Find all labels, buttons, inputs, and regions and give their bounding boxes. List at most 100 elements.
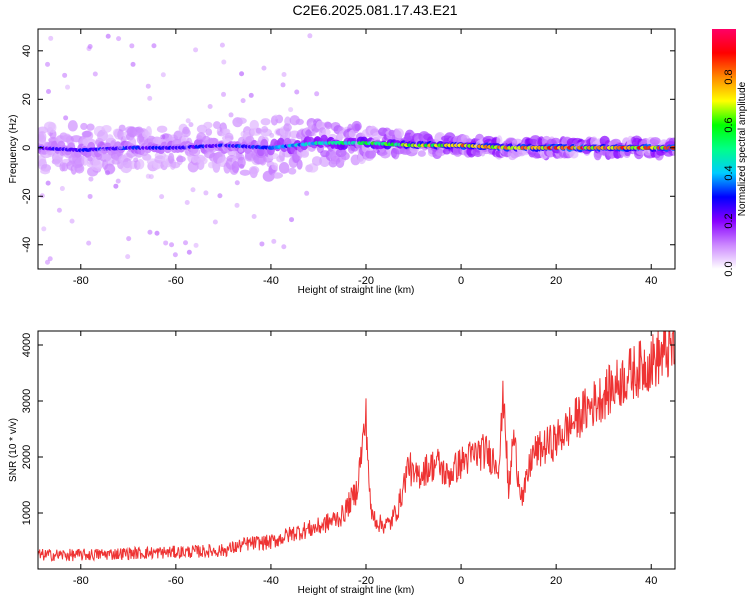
spectrogram-cell	[251, 214, 257, 220]
snr-x-tick-label: 0	[458, 575, 464, 587]
spectrogram-cell	[304, 190, 310, 196]
spectrogram-cell	[249, 119, 259, 131]
spectrogram-cell	[45, 180, 51, 186]
spectrogram-cell	[159, 194, 165, 200]
spectrogram-cell	[188, 122, 194, 128]
snr-x-tick-label: 20	[550, 575, 562, 587]
spectrogram-cell	[205, 128, 213, 136]
spectrogram-cell	[260, 118, 271, 126]
spectrogram-cell	[63, 115, 69, 121]
colorbar-gradient	[712, 29, 736, 269]
spectrogram-cell	[551, 137, 561, 145]
spectrogram-cell	[86, 123, 95, 131]
spectrogram-cell	[197, 156, 208, 165]
spectrogram-cell	[46, 89, 52, 95]
spectrogram-cell	[133, 157, 139, 163]
spectrogram-cell	[311, 131, 317, 137]
spectrogram-cell	[80, 122, 88, 131]
spectrogram-cell	[311, 156, 323, 166]
spectrogram-cell	[255, 127, 262, 134]
snr-frame	[37, 330, 676, 570]
spectrogram-cell	[271, 172, 283, 179]
spectrogram-cell	[212, 219, 218, 225]
spectrogram-cell	[295, 118, 304, 126]
spectrogram-cell	[56, 207, 62, 213]
snr-x-tick-label: -20	[358, 575, 374, 587]
spectrogram-cell	[163, 240, 169, 246]
spectrogram-cell	[259, 241, 265, 247]
spectrogram-cell	[238, 147, 244, 153]
spectrogram-cell	[87, 43, 93, 49]
spectrogram-cell	[281, 244, 287, 250]
snr-y-tick-label: 1000	[21, 501, 33, 525]
spectrogram-x-tick-label: -20	[358, 275, 374, 287]
spectrogram-cell	[228, 112, 234, 118]
spectrogram-cell	[86, 240, 92, 246]
spectrogram-cell	[47, 256, 53, 262]
colorbar-ticks: 0.0 0.2 0.4 0.6 0.8	[723, 69, 735, 276]
spectrogram-cell	[248, 166, 260, 175]
spectrogram-cell	[288, 167, 297, 175]
spectrogram-cell	[168, 152, 175, 164]
spectrogram-cell	[126, 236, 132, 242]
spectrogram-cell	[213, 121, 221, 130]
spectrogram-cell	[136, 158, 145, 170]
snr-y-tick-label: 2000	[21, 445, 33, 469]
spectrogram-cell	[160, 72, 166, 78]
spectrogram-cell	[154, 230, 160, 236]
spectrogram-cell	[65, 84, 71, 90]
spectrogram-cell	[261, 65, 267, 71]
spectrogram-cell	[130, 61, 136, 67]
spectrogram-cell	[280, 82, 286, 88]
page-title: C2E6.2025.081.17.43.E21	[292, 2, 458, 18]
spectrogram-cell	[273, 114, 279, 120]
spectrogram-y-tick-label: 0	[21, 145, 33, 151]
snr-y-tick-label: 3000	[21, 389, 33, 413]
spectrogram-cell	[142, 153, 152, 161]
spectrogram-cell	[160, 134, 166, 140]
spectrogram-cell	[221, 91, 227, 97]
spectrogram-cell	[322, 128, 331, 136]
spectrogram-y-label: Frequency (Hz)	[8, 115, 19, 184]
spectrogram-cell	[147, 229, 153, 235]
spectrogram-cell	[324, 121, 332, 128]
spectrogram-cell	[118, 124, 126, 132]
snr-x-tick-label: -60	[168, 575, 184, 587]
spectrogram-cell	[283, 123, 292, 132]
colorbar-tick-label: 0.0	[723, 261, 735, 276]
spectrogram-x-tick-label: 20	[550, 275, 562, 287]
spectrogram-cell	[176, 155, 186, 163]
spectrogram-cell	[294, 89, 300, 95]
spectrogram-cell	[118, 144, 124, 150]
spectrogram-cell	[271, 162, 279, 171]
spectrogram-cell	[156, 125, 168, 133]
snr-panel: -80 -60 -40 -20 0 20 40 1000 2000 3000 4000 Heigh…	[8, 330, 676, 596]
spectrogram-cell	[185, 118, 191, 124]
spectrogram-cell	[125, 254, 131, 260]
spectrogram-cell	[207, 103, 213, 109]
spectrogram-cell	[129, 43, 135, 49]
spectrogram-y-ticks: -40 -20 0 20 40	[21, 45, 675, 253]
spectrogram-cell	[40, 168, 51, 175]
spectrogram-cell	[148, 174, 154, 180]
spectrogram-cell	[115, 178, 121, 184]
spectrogram-cell	[288, 107, 294, 113]
spectrogram-cell	[281, 72, 287, 78]
spectrogram-x-label: Height of straight line (km)	[298, 285, 415, 296]
spectrogram-cell	[169, 242, 175, 248]
spectrogram-cell	[234, 202, 240, 208]
spectrogram-cell	[668, 137, 675, 146]
spectrogram-cell	[105, 170, 111, 176]
spectrogram-panel: -80 -60 -40 -20 0 20 40 -40 -20 0 20 40 Height of …	[8, 28, 676, 296]
spectrogram-cell	[235, 117, 247, 125]
spectrogram-cell	[59, 186, 65, 192]
spectrogram-cell	[186, 249, 192, 255]
colorbar-tick-label: 0.2	[723, 213, 735, 228]
spectrogram-cell	[45, 61, 51, 67]
spectrogram-cell	[309, 124, 315, 130]
spectrogram-x-ticks: -80 -60 -40 -20 0 20 40	[73, 29, 657, 287]
spectrogram-cell	[354, 123, 361, 131]
spectrogram-cell	[92, 71, 98, 77]
spectrogram-cell	[649, 137, 661, 145]
